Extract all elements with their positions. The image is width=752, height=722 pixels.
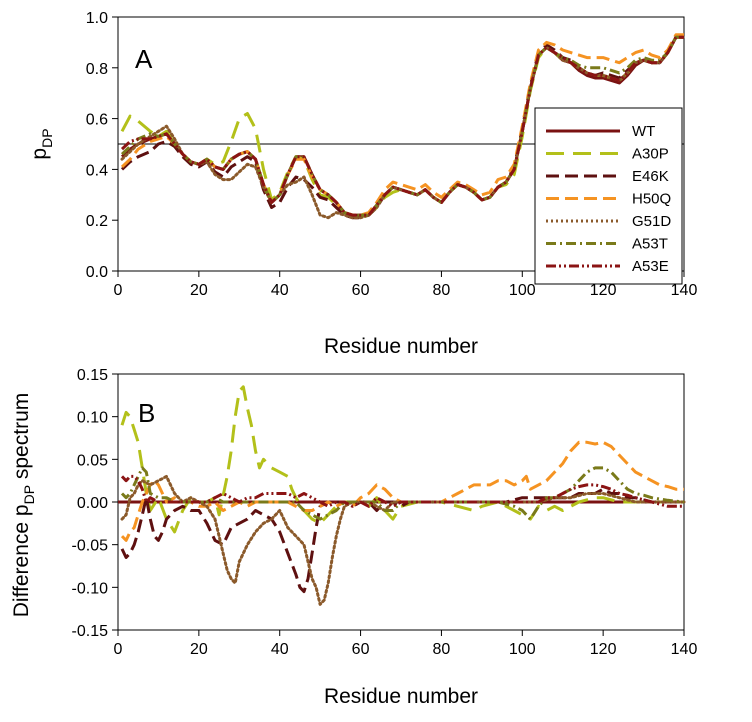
panel-a-letter: A	[135, 44, 153, 74]
panel-b-x-tick-label: 80	[433, 641, 451, 658]
legend-label-e46k: E46K	[632, 168, 669, 185]
panel-b-y-tick-label: 0.15	[77, 367, 108, 384]
panel-a-y-axis-title: pDP	[28, 128, 55, 159]
legend-label-a30p: A30P	[632, 146, 669, 163]
panel-a-y-tick-label: 0.0	[86, 264, 108, 281]
panel-b: 0 20 40 60 80 100 120 140 -0.15 -0.10 -0.05 0.00 0.…	[10, 367, 697, 708]
legend-label-h50q: H50Q	[632, 191, 671, 208]
panel-a-x-tick-label: 120	[590, 282, 617, 299]
panel-a-x-tick-label: 40	[271, 282, 289, 299]
panel-b-series	[118, 385, 686, 606]
panel-b-y-tick-label: 0.05	[77, 452, 108, 469]
panel-a-x-axis-title: Residue number	[324, 335, 478, 358]
panel-b-series-g51d	[120, 474, 686, 606]
panel-a-y-axis-title-sub: DP	[39, 128, 55, 147]
panel-b-y-tick-label: 0.00	[77, 495, 108, 512]
legend-label-a53e: A53E	[632, 258, 669, 275]
panel-b-series-a53e	[120, 474, 684, 508]
panel-b-x-ticks: 0 20 40 60 80 100 120 140	[114, 630, 698, 658]
panel-b-y-ticks: -0.15 -0.10 -0.05 0.00 0.05 0.10 0.15	[72, 367, 118, 640]
panel-b-letter: B	[138, 398, 155, 428]
panel-a-legend-box	[534, 107, 683, 285]
panel-b-x-tick-label: 0	[114, 641, 123, 658]
panel-a-y-ticks: 0.0 0.2 0.4 0.6 0.8 1.0	[86, 10, 118, 281]
panel-a-x-tick-label: 60	[352, 282, 370, 299]
panel-b-x-tick-label: 120	[590, 641, 617, 658]
panel-b-series-a30p	[120, 385, 684, 534]
panel-b-y-axis-title-sub: DP	[21, 485, 37, 504]
panel-b-series-a53t	[120, 466, 685, 521]
panel-a-series-a53e	[120, 35, 684, 217]
panel-b-y-tick-label: -0.05	[72, 538, 109, 555]
panel-a-x-tick-label: 100	[509, 282, 536, 299]
panel-a-y-tick-label: 1.0	[86, 10, 108, 27]
panel-a-series	[120, 33, 686, 220]
panel-b-y-axis-title-main: Difference p	[10, 504, 33, 617]
legend-label-a53t: A53T	[632, 236, 668, 253]
legend-label-g51d: G51D	[632, 213, 671, 230]
panel-b-y-tick-label: -0.15	[72, 623, 109, 640]
panel-b-x-axis-title: Residue number	[324, 685, 478, 708]
panel-a-x-tick-label: 0	[114, 282, 123, 299]
legend-label-wt: WT	[632, 123, 655, 140]
panel-b-x-tick-label: 140	[671, 641, 698, 658]
panel-a-x-tick-label: 80	[433, 282, 451, 299]
panel-a-x-ticks: 0 20 40 60 80 100 120 140	[114, 271, 698, 299]
panel-b-y-tick-label: 0.10	[77, 410, 108, 427]
panel-a-x-tick-label: 20	[190, 282, 208, 299]
panel-a: 0 20 40 60 80 100 120 140 0.00.20.40.60.81.0 A …	[28, 10, 697, 358]
panel-b-x-tick-label: 40	[271, 641, 289, 658]
panel-b-x-tick-label: 60	[352, 641, 370, 658]
panel-a-y-tick-label: 0.6	[86, 112, 108, 129]
panel-b-y-axis-title-suffix: spectrum	[10, 393, 33, 485]
panel-a-y-tick-label: 0.8	[86, 61, 108, 78]
panel-a-x-tick-label: 140	[671, 282, 698, 299]
panel-b-y-axis-title: Difference pDP spectrum	[10, 393, 37, 618]
panel-b-y-tick-label: -0.10	[72, 580, 109, 597]
panel-a-y-axis-title-main: p	[28, 148, 51, 160]
panel-a-legend: WT A30P E46K H50Q G51D A53T A53E	[534, 107, 683, 285]
panel-a-y-tick-label: 0.4	[86, 162, 108, 179]
panel-b-x-tick-label: 20	[190, 641, 208, 658]
panel-a-y-tick-label: 0.2	[86, 213, 108, 230]
panel-b-x-tick-label: 100	[509, 641, 536, 658]
